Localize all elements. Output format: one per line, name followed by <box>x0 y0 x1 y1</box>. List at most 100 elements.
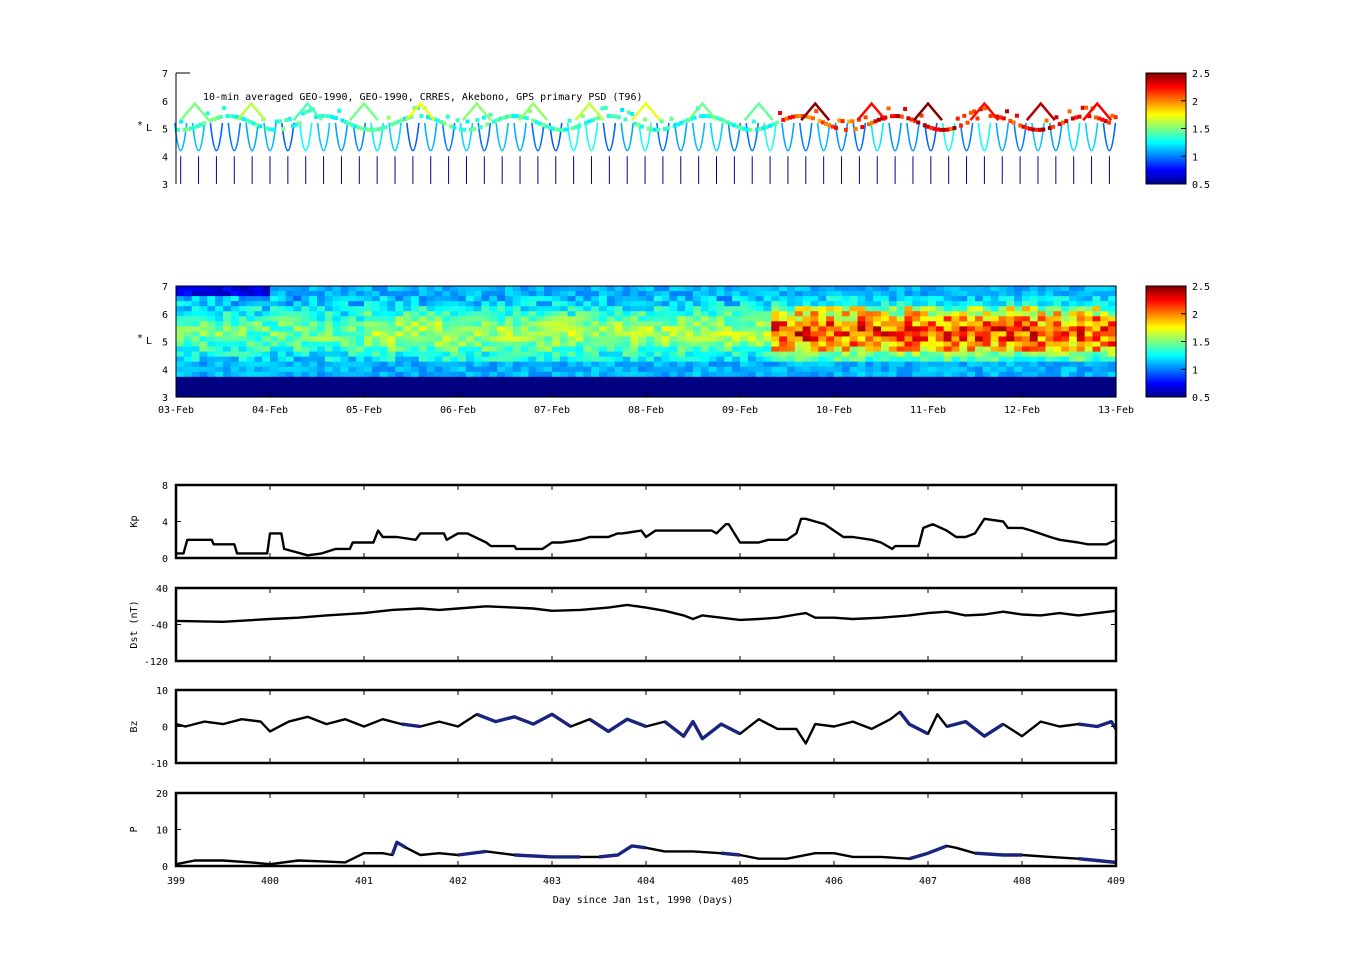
psd-cell <box>1045 341 1054 348</box>
psd-cell <box>215 366 224 373</box>
psd-cell <box>896 296 906 302</box>
psd-cell <box>1014 291 1023 297</box>
geo-sample <box>837 118 842 123</box>
psd-cell <box>465 356 475 363</box>
psd-cell <box>724 366 733 373</box>
psd-cell <box>677 321 686 327</box>
psd-cell <box>371 366 381 373</box>
psd-cell <box>779 351 788 358</box>
psd-cell <box>340 346 349 353</box>
psd-cell <box>536 346 545 353</box>
psd-cell <box>998 331 1007 338</box>
psd-cell <box>904 366 913 373</box>
psd-cell <box>614 376 624 383</box>
psd-cell <box>512 316 522 322</box>
psd-cell <box>865 351 874 358</box>
psd-cell <box>1069 326 1078 333</box>
psd-cell <box>826 291 835 297</box>
psd-cell <box>1084 331 1094 338</box>
geo-sample <box>580 114 585 119</box>
psd-cell <box>653 371 663 378</box>
geo-sample <box>982 106 987 111</box>
pressure-x-tick-label: 405 <box>731 876 749 887</box>
psd-cell <box>896 356 906 363</box>
psd-cell <box>434 331 443 338</box>
psd-cell <box>465 341 475 348</box>
psd-cell <box>857 286 866 292</box>
psd-cell <box>1006 371 1015 378</box>
psd-cell <box>599 376 608 383</box>
orbit-pass <box>834 122 849 152</box>
psd-cell <box>967 291 976 297</box>
psd-cell <box>1006 296 1015 302</box>
psd-cell <box>426 371 436 378</box>
geo-sample <box>610 114 615 119</box>
psd-cell <box>230 331 240 338</box>
psd-cell <box>1092 296 1101 302</box>
psd-cell <box>426 336 436 343</box>
psd-cell <box>787 381 796 388</box>
psd-cell <box>332 286 342 292</box>
geo-sample <box>718 117 723 122</box>
psd-cell <box>841 306 851 312</box>
psd-cell <box>818 371 827 378</box>
psd-cell <box>238 391 248 398</box>
psd-cell <box>1100 371 1109 378</box>
psd-cell <box>747 301 757 307</box>
psd-cell <box>544 371 553 378</box>
psd-cell <box>1108 311 1117 317</box>
psd-cell <box>779 331 788 338</box>
psd-cell <box>826 366 835 373</box>
psd-cell <box>904 391 913 398</box>
psd-cell <box>207 346 216 353</box>
psd-cell <box>465 391 475 398</box>
geo-sample <box>202 121 207 126</box>
psd-cell <box>771 336 780 343</box>
psd-cell <box>317 301 326 307</box>
psd-cell <box>1084 296 1094 302</box>
psd-cell <box>1045 381 1054 388</box>
psd-cell <box>481 391 490 398</box>
psd-cell <box>724 386 733 393</box>
psd-cell <box>473 356 483 363</box>
psd-cell <box>599 316 608 322</box>
psd-cell <box>238 356 248 363</box>
psd-cell <box>528 346 537 353</box>
psd-cell <box>277 346 287 353</box>
psd-cell <box>301 356 310 363</box>
psd-cell <box>599 381 608 388</box>
psd-cell <box>873 301 882 307</box>
psd-cell <box>411 351 420 358</box>
geo-sample <box>926 124 931 129</box>
psd-cell <box>403 311 412 317</box>
geo-sample <box>692 115 697 120</box>
psd-cell <box>403 371 412 378</box>
psd-cell <box>700 386 710 393</box>
geo-sample <box>883 115 888 120</box>
psd-cell <box>481 356 490 363</box>
psd-cell <box>1022 301 1031 307</box>
psd-cell <box>1053 311 1062 317</box>
psd-cell <box>1061 366 1070 373</box>
psd-cell <box>473 391 483 398</box>
psd-cell <box>1100 376 1109 383</box>
psd-cell <box>998 376 1007 383</box>
x-axis-label: Day since Jan 1st, 1990 (Days) <box>553 895 734 906</box>
psd-cell <box>1092 326 1101 333</box>
psd-cell <box>982 341 992 348</box>
psd-cell <box>254 381 263 388</box>
psd-cell <box>583 286 592 292</box>
psd-cell <box>176 386 185 393</box>
psd-cell <box>685 321 694 327</box>
psd-cell <box>567 296 577 302</box>
psd-cell <box>1014 301 1023 307</box>
psd-cell <box>935 376 945 383</box>
psd-cell <box>794 341 804 348</box>
psd-cell <box>928 286 937 292</box>
psd-cell <box>834 381 843 388</box>
psd-cell <box>1029 391 1039 398</box>
psd-cell <box>324 321 334 327</box>
psd-cell <box>873 346 882 353</box>
psd-cell <box>951 346 960 353</box>
psd-cell <box>630 331 639 338</box>
